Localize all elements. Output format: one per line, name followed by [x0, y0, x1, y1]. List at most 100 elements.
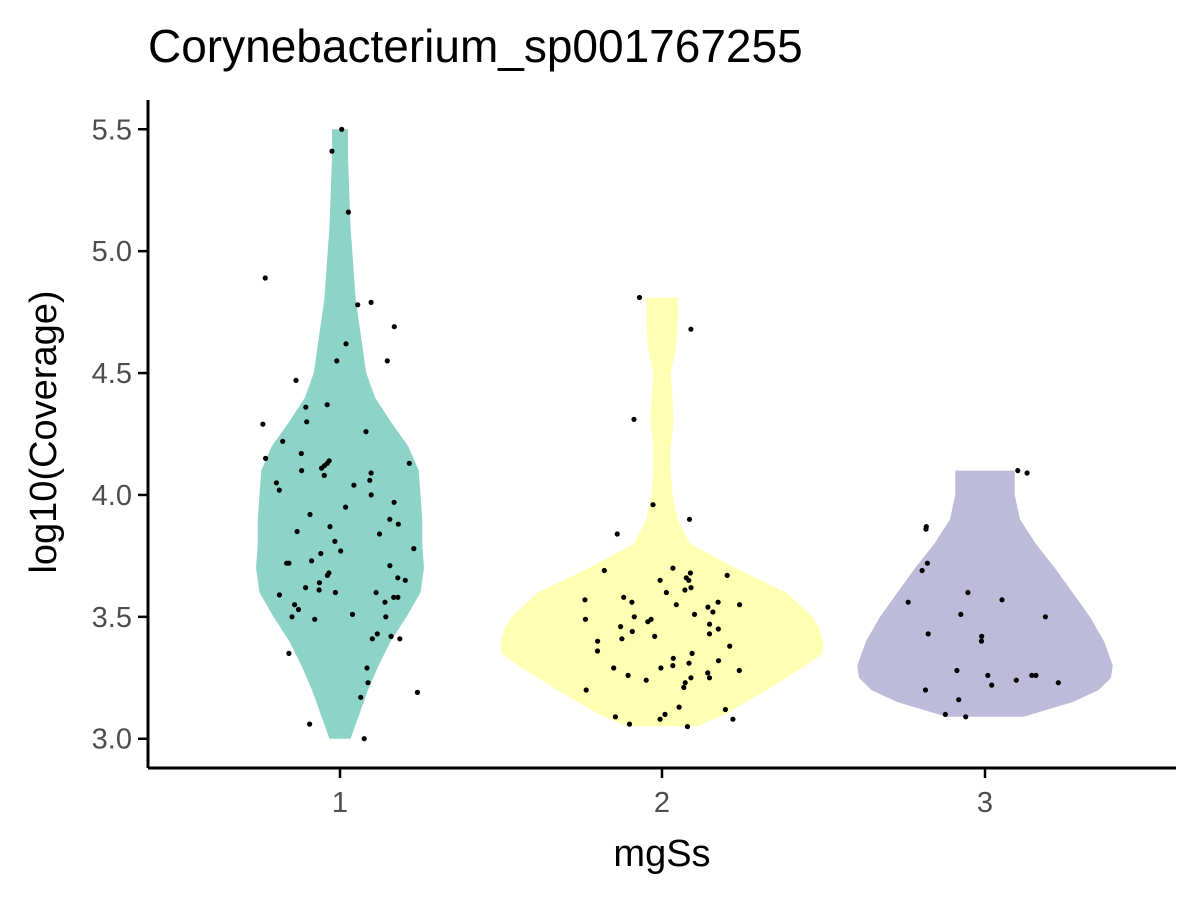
data-point-group-1	[367, 477, 373, 483]
data-point-group-1	[304, 419, 310, 425]
data-point-group-3	[965, 589, 971, 596]
data-point-group-3	[905, 599, 911, 605]
data-point-group-2	[670, 663, 676, 669]
data-point-group-2	[737, 602, 743, 608]
data-point-group-2	[594, 648, 601, 654]
data-point-group-2	[621, 594, 627, 600]
data-point-group-1	[293, 377, 299, 383]
data-point-group-3	[1024, 470, 1030, 476]
data-point-group-1	[365, 680, 371, 686]
data-point-group-2	[691, 611, 698, 618]
data-point-group-1	[332, 589, 338, 596]
data-point-group-1	[358, 694, 364, 700]
data-point-group-1	[292, 602, 298, 608]
data-point-group-1	[318, 550, 324, 557]
data-point-group-2	[673, 602, 679, 608]
data-point-group-2	[619, 636, 625, 642]
violin-group-1	[256, 129, 424, 739]
data-point-group-1	[391, 324, 397, 330]
data-point-group-2	[688, 326, 694, 332]
data-point-group-1	[334, 358, 340, 364]
data-point-group-2	[705, 670, 711, 676]
y-tick-label: 3.5	[92, 602, 132, 634]
data-point-group-1	[286, 650, 292, 657]
data-point-group-1	[299, 468, 305, 474]
data-point-group-1	[368, 470, 374, 476]
data-point-group-1	[351, 482, 357, 488]
data-point-group-1	[395, 521, 401, 527]
data-point-group-3	[924, 560, 931, 566]
data-point-group-2	[724, 572, 730, 579]
data-point-group-2	[670, 655, 676, 661]
data-point-group-2	[662, 711, 668, 718]
data-point-group-3	[923, 524, 929, 530]
data-point-group-1	[387, 516, 393, 522]
data-point-group-2	[715, 626, 721, 632]
data-point-group-2	[648, 616, 654, 622]
data-point-group-2	[631, 416, 637, 422]
data-point-group-1	[303, 585, 309, 591]
data-point-group-1	[376, 531, 383, 537]
chart-title: Corynebacterium_sp001767255	[148, 20, 803, 72]
data-point-group-2	[625, 672, 631, 679]
data-point-group-1	[368, 299, 374, 305]
data-point-group-1	[395, 575, 401, 581]
data-point-group-2	[652, 633, 658, 640]
data-point-group-1	[339, 126, 345, 132]
data-point-group-2	[706, 621, 713, 627]
data-point-group-2	[618, 624, 624, 630]
data-point-group-1	[263, 455, 269, 461]
data-point-group-1	[349, 611, 356, 618]
data-point-group-3	[1033, 672, 1039, 679]
data-point-group-2	[722, 706, 729, 713]
data-point-group-1	[355, 302, 361, 308]
data-point-group-1	[307, 511, 313, 518]
data-point-group-3	[925, 631, 931, 637]
data-point-group-1	[284, 560, 290, 566]
y-tick-label: 5.5	[92, 114, 132, 146]
data-point-group-1	[384, 358, 390, 364]
data-point-group-2	[730, 716, 736, 722]
data-point-group-1	[383, 614, 389, 620]
data-point-group-3	[999, 597, 1005, 603]
data-point-group-2	[663, 589, 670, 596]
y-tick-label: 4.0	[92, 480, 132, 512]
data-point-group-2	[688, 585, 694, 591]
violins	[256, 129, 1113, 739]
data-point-group-1	[414, 689, 420, 696]
data-point-group-2	[688, 675, 694, 681]
data-point-group-1	[391, 594, 397, 600]
data-point-group-2	[636, 294, 643, 301]
data-point-group-2	[583, 687, 589, 693]
data-point-group-2	[683, 575, 689, 581]
data-point-group-2	[705, 604, 711, 610]
data-point-group-2	[686, 516, 693, 522]
violin-group-3	[857, 470, 1113, 717]
data-point-group-2	[681, 684, 687, 691]
data-point-group-2	[612, 714, 619, 720]
data-point-group-1	[326, 458, 332, 464]
data-point-group-1	[303, 404, 309, 410]
data-point-group-1	[276, 592, 282, 598]
data-point-group-1	[361, 736, 367, 742]
data-point-group-1	[316, 587, 322, 593]
data-point-group-1	[295, 606, 302, 613]
data-point-group-2	[657, 716, 663, 722]
y-tick-label: 3.0	[92, 724, 132, 756]
data-point-group-1	[374, 631, 380, 637]
y-tick-label: 4.5	[92, 358, 132, 390]
data-point-group-2	[676, 704, 682, 710]
data-point-group-1	[289, 614, 295, 620]
data-point-group-3	[1042, 614, 1048, 620]
data-point-group-1	[280, 438, 286, 444]
data-point-group-1	[321, 472, 327, 478]
data-point-group-1	[332, 538, 338, 544]
violin-group-2	[501, 297, 823, 727]
data-point-group-2	[689, 650, 695, 657]
data-point-group-1	[327, 524, 333, 530]
data-point-group-2	[611, 665, 617, 671]
data-point-group-1	[343, 341, 349, 347]
data-point-group-2	[582, 616, 589, 622]
data-point-group-2	[614, 531, 620, 537]
